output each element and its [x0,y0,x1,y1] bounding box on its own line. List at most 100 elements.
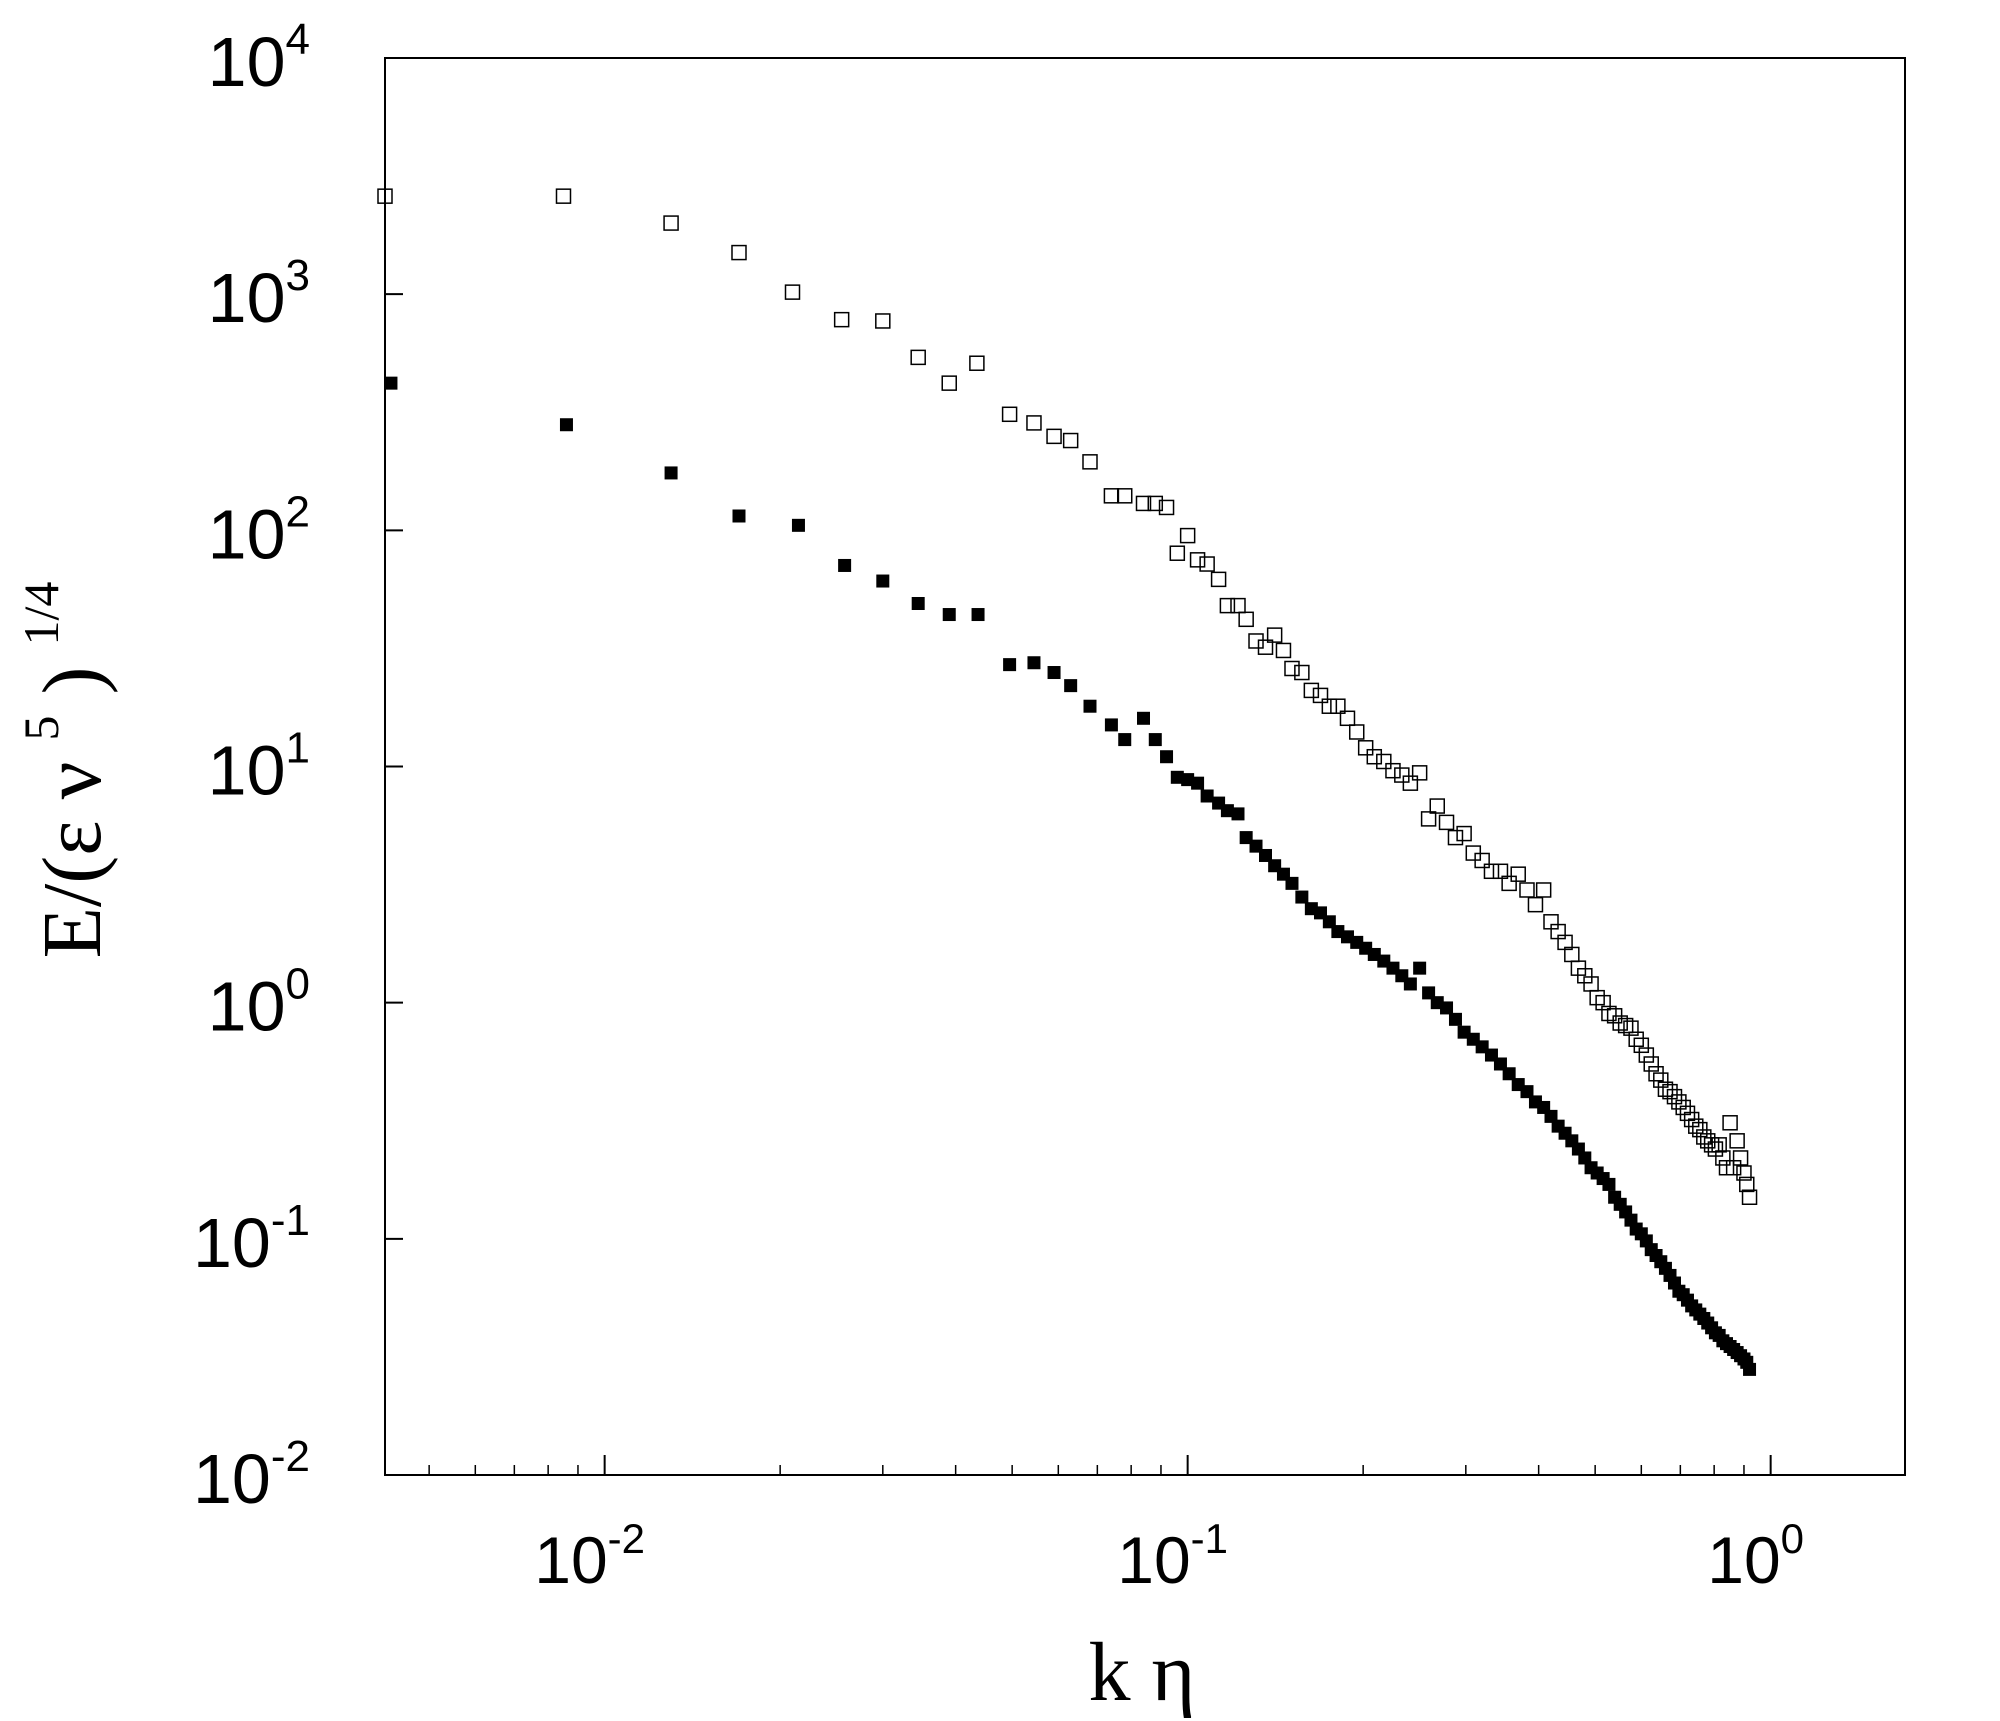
open-square-point [1662,1083,1678,1100]
open-square-point [1429,798,1445,814]
open-square-point [1519,882,1535,898]
y-tick-label: 103 [208,251,310,337]
open-square-point [1643,1056,1659,1072]
y-tick-label: 10-1 [193,1196,310,1282]
x-axis-title: k η [1089,1626,1196,1719]
open-square-point [1062,432,1079,449]
filled-square-point [1200,789,1214,803]
y-tick-labels: 10-2 10-1 100 101 102 103 104 [193,15,310,1518]
open-square-point [1456,825,1472,842]
filled-square-point [1104,718,1118,732]
filled-square-point [1148,733,1162,747]
open-square-point [833,311,850,328]
open-square-point [1248,633,1264,649]
open-square-point [1266,627,1283,643]
y-axis-title: E/(ε ν 5 ) 1/4 [0,582,119,959]
filled-square-point [911,596,925,610]
y-tick-label: 102 [208,487,310,573]
open-square-point [1366,748,1383,765]
open-square-point [784,284,801,300]
open-square-point [1179,527,1196,544]
filled-square-point [1181,773,1195,787]
x-tick-label: 100 [1707,1515,1804,1597]
open-square-point [1666,1088,1683,1105]
open-square-point [1376,753,1392,770]
y-tick-label: 100 [208,960,310,1046]
y-axis-title-suffix: ) [26,667,119,695]
open-square-point [1722,1115,1738,1131]
open-square-point [1116,488,1133,504]
y-axis-title-exp-outer: 1/4 [13,582,69,646]
filled-square-point [1578,1151,1592,1165]
open-square-point [1628,1031,1644,1047]
filled-square-point [1137,711,1151,725]
open-square-point [1394,767,1410,783]
open-square-point [555,188,572,204]
filled-square-point [1285,876,1299,890]
filled-square-point [1440,1001,1454,1015]
open-square-point [1257,639,1274,655]
open-square-point [969,355,985,371]
open-square-point [1739,1176,1755,1193]
open-square-point [1294,664,1310,681]
open-square-point [1026,415,1042,431]
filled-square-point [1413,961,1427,975]
filled-square-point [1520,1085,1534,1099]
open-square-point [1147,495,1164,512]
open-square-point [1357,740,1374,756]
open-square-point [1595,994,1611,1011]
open-square-point [1402,775,1419,791]
open-square-point [1385,762,1401,779]
open-square-point [1601,1005,1617,1022]
open-square-point [1633,1037,1650,1054]
filled-square-point [1191,776,1205,790]
filled-square-point [1047,666,1061,680]
filled-square-point [1239,831,1253,845]
open-square-point [1199,556,1215,572]
filled-square-point [1448,1012,1462,1026]
open-square-point [1732,1150,1749,1166]
filled-square-point [1493,1057,1507,1071]
open-square-point [1339,710,1356,727]
open-square-point [1103,488,1120,504]
open-square-point [1230,597,1246,614]
y-axis-title-prefix: E/(ε ν [26,762,119,959]
open-square-point [1715,1150,1731,1166]
filled-square-point [1160,750,1174,764]
x-tick-label: 10-1 [1117,1515,1228,1597]
data-series [377,188,1758,1376]
open-square-point [1527,896,1544,913]
filled-square-point [384,376,398,390]
open-square-point [1438,814,1455,831]
open-square-point [1411,765,1428,781]
filled-square-point [1083,699,1097,713]
filled-square-point [876,574,890,588]
open-square-point [1510,866,1526,882]
open-square-point [1001,406,1018,423]
open-square-point [377,188,393,204]
y-tick-label: 101 [208,724,310,810]
filled-square-point [791,518,805,532]
open-square-point [1447,829,1464,846]
open-square-point [1169,545,1186,561]
open-square-point [1189,552,1206,568]
y-major-ticks [385,57,403,1476]
y-tick-label: 10-2 [193,1432,310,1518]
open-square-point [731,244,747,261]
open-square-point [1736,1165,1752,1181]
open-square-point [1617,1017,1634,1034]
open-square-point [1275,642,1292,659]
open-square-point [1492,863,1509,880]
open-square-point [1589,989,1605,1006]
filled-square-point [1118,733,1132,747]
open-square-point [1348,724,1365,740]
filled-square-point [664,466,678,480]
filled-square-point [1403,977,1417,991]
open-square-point [1612,1015,1628,1031]
x-axis-title-text: k η [1089,1626,1196,1719]
filled-square-point [1544,1109,1558,1123]
filled-square-point [1422,986,1436,1000]
y-axis-title-exp-inner: 5 [13,716,69,741]
open-square-point [1696,1129,1712,1145]
filled-square-point [1502,1067,1516,1081]
